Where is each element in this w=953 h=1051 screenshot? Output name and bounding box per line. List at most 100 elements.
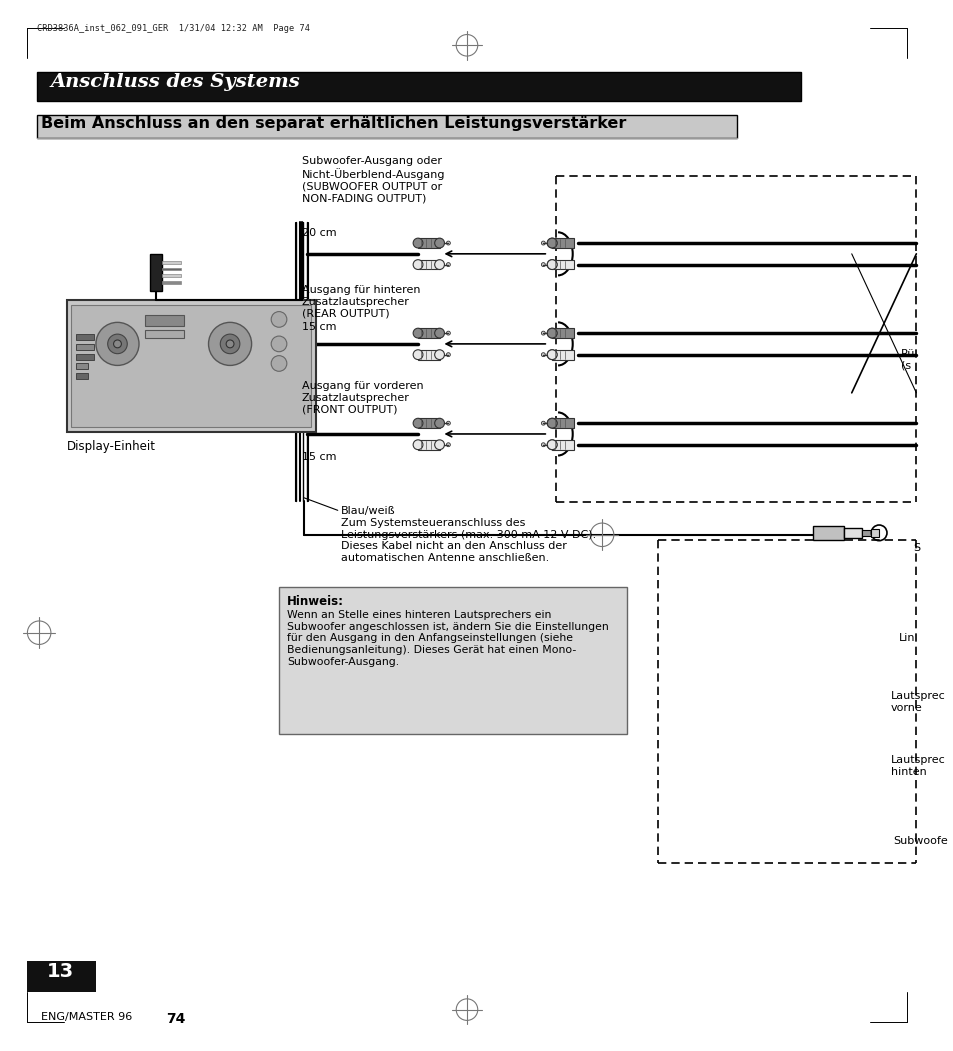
Text: Lautsprec
vorne: Lautsprec vorne: [890, 692, 944, 713]
Bar: [870, 529, 879, 537]
Circle shape: [108, 334, 127, 354]
Text: 13: 13: [47, 962, 74, 981]
Text: 15 cm: 15 cm: [301, 323, 335, 332]
Circle shape: [540, 442, 545, 447]
Bar: [552, 350, 573, 359]
Text: 74: 74: [166, 1011, 186, 1026]
Circle shape: [540, 263, 545, 267]
Text: CRD3836A_inst_062_091_GER  1/31/04 12:32 AM  Page 74: CRD3836A_inst_062_091_GER 1/31/04 12:32 …: [37, 24, 310, 33]
Circle shape: [226, 339, 233, 348]
Bar: [552, 328, 573, 338]
Circle shape: [547, 239, 557, 248]
Circle shape: [96, 323, 139, 366]
Circle shape: [547, 418, 557, 428]
Text: Ausgang für vorderen
Zusatzlautsprecher
(FRONT OUTPUT): Ausgang für vorderen Zusatzlautsprecher …: [301, 382, 423, 414]
Text: Lin: Lin: [898, 633, 914, 643]
Bar: [552, 418, 573, 428]
Circle shape: [540, 353, 545, 356]
Circle shape: [271, 336, 287, 352]
Circle shape: [413, 350, 422, 359]
Bar: [417, 328, 439, 338]
Bar: [161, 274, 181, 277]
Circle shape: [413, 439, 422, 450]
Text: Rü
(s: Rü (s: [900, 349, 914, 370]
Circle shape: [435, 439, 444, 450]
Circle shape: [413, 418, 422, 428]
Circle shape: [547, 350, 557, 359]
Text: Blau/weiß
Zum Systemsteueranschluss des
Leistungsverstärkers (max. 300 mA 12 V D: Blau/weiß Zum Systemsteueranschluss des …: [340, 507, 596, 562]
Circle shape: [446, 331, 450, 335]
Bar: [150, 254, 161, 291]
Circle shape: [540, 421, 545, 426]
Bar: [552, 439, 573, 450]
Circle shape: [220, 334, 239, 354]
Text: Anschluss des Systems: Anschluss des Systems: [51, 73, 300, 90]
Circle shape: [435, 418, 444, 428]
Text: 20 cm: 20 cm: [301, 228, 335, 239]
Circle shape: [547, 260, 557, 269]
Text: Hinweis:: Hinweis:: [287, 595, 343, 607]
Bar: [552, 260, 573, 269]
Text: Beim Anschluss an den separat erhältlichen Leistungsverstärker: Beim Anschluss an den separat erhältlich…: [41, 116, 626, 130]
Bar: [145, 330, 184, 338]
Bar: [417, 439, 439, 450]
Bar: [843, 528, 861, 538]
Text: Subwoofer-Ausgang oder
Nicht-Überblend-Ausgang
(SUBWOOFER OUTPUT or
NON-FADING O: Subwoofer-Ausgang oder Nicht-Überblend-A…: [301, 156, 444, 203]
Bar: [812, 526, 843, 540]
Bar: [37, 71, 800, 101]
Circle shape: [446, 241, 450, 245]
Bar: [417, 418, 439, 428]
Circle shape: [271, 311, 287, 327]
Circle shape: [413, 328, 422, 338]
Circle shape: [547, 328, 557, 338]
Bar: [417, 260, 439, 269]
Text: S: S: [912, 542, 920, 553]
Bar: [76, 344, 94, 350]
Circle shape: [547, 418, 557, 428]
Circle shape: [271, 355, 287, 371]
Bar: [71, 305, 311, 427]
Circle shape: [547, 328, 557, 338]
Text: Wenn an Stelle eines hinteren Lautsprechers ein
Subwoofer angeschlossen ist, änd: Wenn an Stelle eines hinteren Lautsprech…: [287, 611, 608, 666]
Bar: [76, 334, 94, 339]
Circle shape: [547, 260, 557, 269]
Bar: [861, 530, 872, 536]
Text: Ausgang für hinteren
Zusatzlautsprecher
(REAR OUTPUT): Ausgang für hinteren Zusatzlautsprecher …: [301, 285, 419, 318]
Bar: [28, 961, 96, 992]
Circle shape: [435, 239, 444, 248]
Bar: [76, 354, 94, 359]
Text: Display-Einheit: Display-Einheit: [67, 439, 155, 453]
Text: Lautsprec
hinten: Lautsprec hinten: [890, 755, 944, 777]
Bar: [76, 373, 88, 379]
Text: Subwoofe: Subwoofe: [892, 837, 946, 846]
Bar: [552, 239, 573, 248]
Bar: [37, 115, 737, 139]
Bar: [417, 239, 439, 248]
Bar: [161, 261, 181, 264]
Circle shape: [435, 350, 444, 359]
Bar: [417, 350, 439, 359]
Circle shape: [547, 350, 557, 359]
Text: ENG/MASTER 96: ENG/MASTER 96: [41, 1011, 132, 1022]
Circle shape: [435, 260, 444, 269]
Circle shape: [540, 331, 545, 335]
Circle shape: [446, 263, 450, 267]
Circle shape: [209, 323, 252, 366]
Circle shape: [547, 439, 557, 450]
Circle shape: [446, 442, 450, 447]
Text: 15 cm: 15 cm: [301, 452, 335, 461]
Bar: [161, 268, 181, 270]
Circle shape: [446, 353, 450, 356]
Bar: [278, 586, 626, 734]
Circle shape: [446, 421, 450, 426]
Bar: [161, 282, 181, 284]
Circle shape: [413, 260, 422, 269]
Circle shape: [547, 239, 557, 248]
Circle shape: [540, 241, 545, 245]
Circle shape: [547, 439, 557, 450]
Circle shape: [113, 339, 121, 348]
Circle shape: [435, 328, 444, 338]
Circle shape: [413, 239, 422, 248]
Bar: [76, 364, 88, 369]
Bar: [67, 300, 315, 432]
